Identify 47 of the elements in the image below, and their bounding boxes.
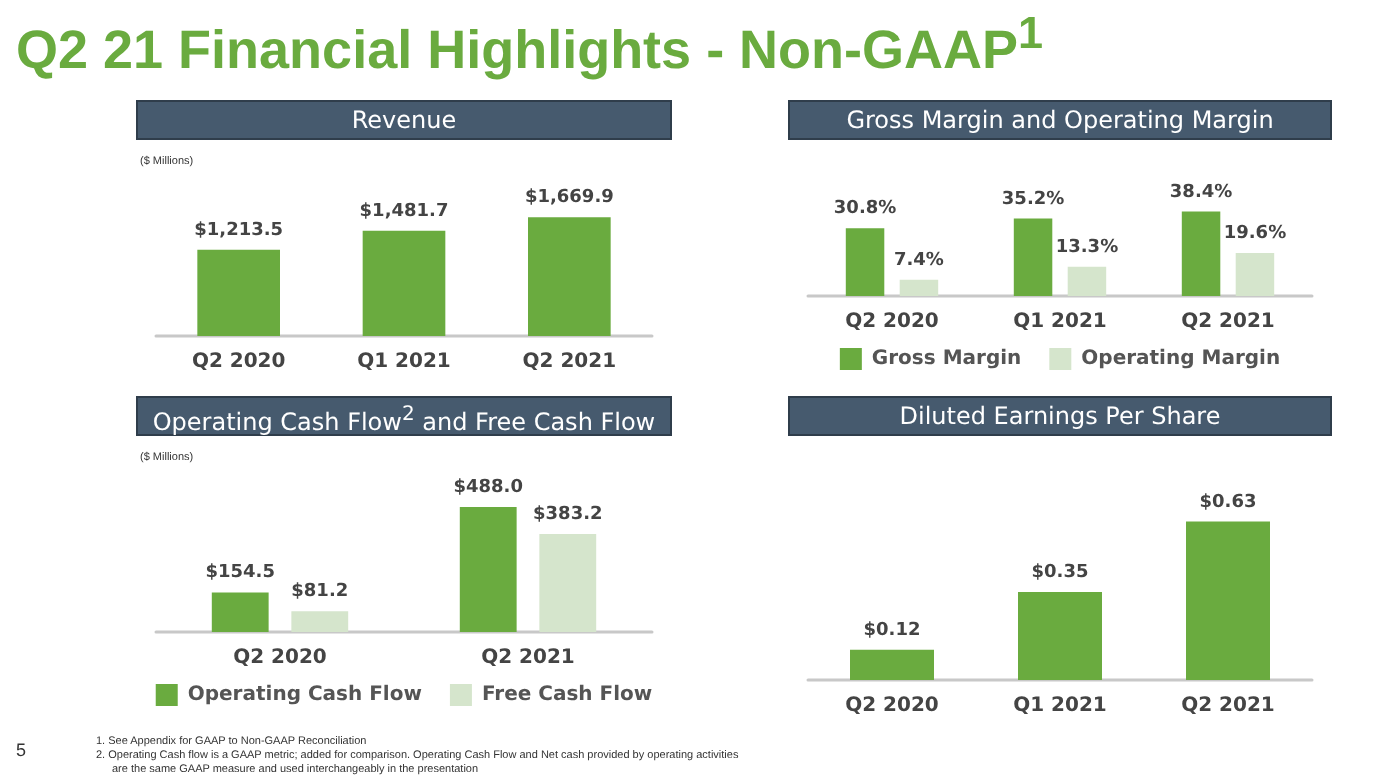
text: 5 [16,740,27,760]
chart-title: Gross Margin and Operating Margin [788,100,1332,140]
x-tick-label: Q2 2021 [481,647,575,669]
bar [459,507,517,632]
data-label: $383.2 [533,504,603,525]
data-label: $0.63 [1199,492,1257,513]
data-label: $488.0 [453,478,523,499]
x-tick-label: Q2 2020 [845,695,939,717]
data-label: $154.5 [205,563,275,584]
data-label: 30.8% [833,199,897,220]
bar [845,228,885,296]
legend-label: Operating Cash Flow [187,684,422,706]
bar [1181,211,1221,296]
data-label: 13.3% [1055,237,1119,258]
x-tick-label: Q1 2021 [357,351,451,373]
data-label: $81.2 [291,582,349,603]
bar [1067,266,1107,296]
data-label: 35.2% [1001,189,1065,210]
data-label: $1,213.5 [194,220,284,241]
x-tick-label: Q2 2021 [522,351,617,373]
bar [291,611,349,632]
legend-label: Free Cash Flow [481,684,653,706]
data-label: 7.4% [893,250,944,271]
x-tick-label: Q1 2021 [1013,311,1107,333]
data-label: $1,669.9 [524,188,614,209]
legend-label: Operating Margin [1081,348,1281,370]
chart-subtitle: Revenue [136,100,672,140]
chart-title: Q2 21 Financial Highlights - Non-GAAP$^{1}$ [16,8,1044,82]
legend-label: Gross Margin [871,348,1022,370]
x-tick-label: Q1 2021 [1013,695,1107,717]
x-tick-label: Q2 2020 [845,311,939,333]
data-label: $1,481.7 [359,201,449,222]
data-label: $0.12 [863,620,921,641]
x-tick-label: Q2 2020 [191,351,286,373]
bar [539,533,597,632]
chart-title: Diluted Earnings Per Share [788,396,1332,436]
x-tick-label: Q2 2020 [233,647,327,669]
bar [211,592,269,632]
bar [1013,218,1053,296]
bar [1235,252,1275,296]
chart-title: Operating Cash Flow$^{2}$ and Free Cash Flow [136,396,672,436]
data-label: 38.4% [1169,182,1233,203]
bar [899,279,939,296]
x-tick-label: Q2 2021 [1181,311,1275,333]
data-label: 19.6% [1223,223,1287,244]
x-tick-label: Q2 2021 [1181,695,1275,717]
data-label: $0.35 [1031,563,1089,583]
